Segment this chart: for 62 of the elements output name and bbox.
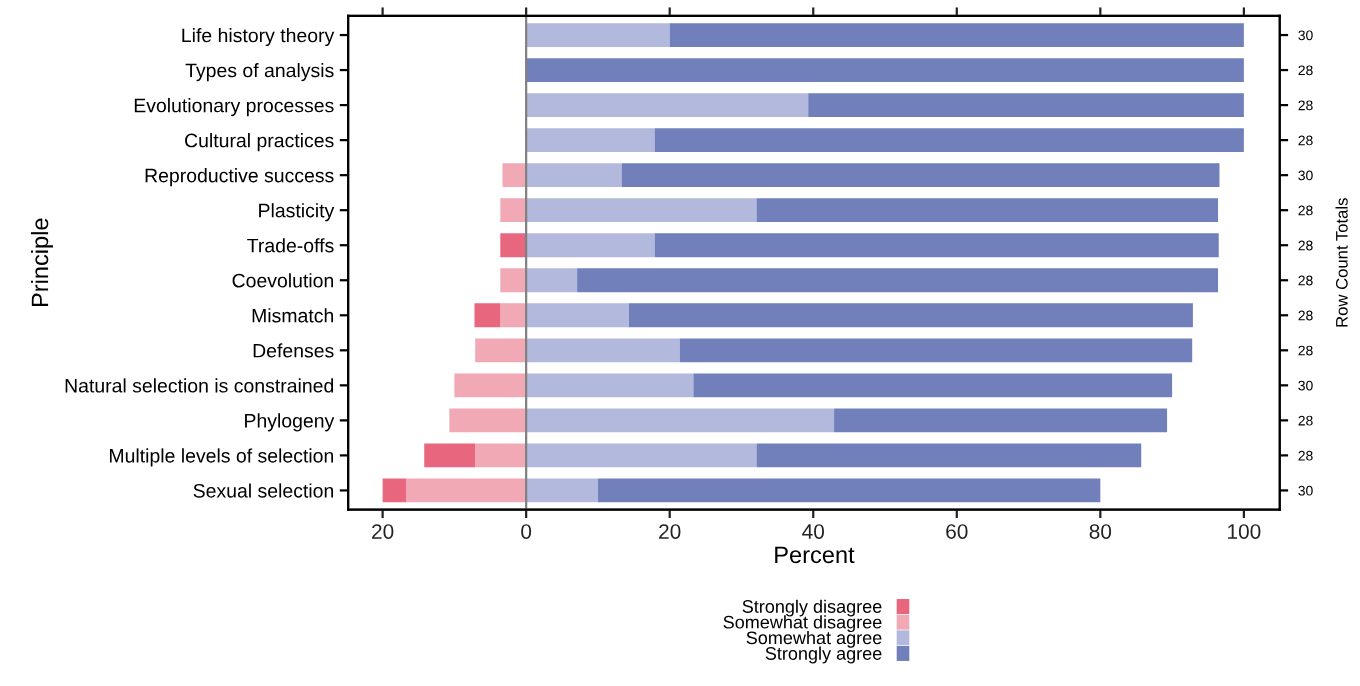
bar — [654, 233, 1219, 258]
y-tick-label: Cultural practices — [185, 133, 334, 152]
bar — [526, 233, 655, 258]
bar — [526, 128, 655, 153]
bar — [526, 163, 622, 188]
bar — [654, 128, 1244, 153]
y-tick-label: Life history theory — [182, 28, 335, 47]
y-tick-label: Defenses — [253, 343, 334, 358]
bar — [475, 338, 527, 363]
x-tick-label: 80 — [1089, 524, 1112, 539]
bar — [756, 198, 1219, 223]
y-tick-label: Reproductive success — [145, 168, 334, 187]
y-axis-title: Principle — [30, 218, 53, 307]
y-tick-label: Multiple levels of selection — [110, 448, 334, 467]
y-tick-label: Coevolution — [232, 273, 334, 288]
bar — [500, 198, 527, 223]
x-tick-label: 20 — [659, 524, 681, 539]
bar — [669, 23, 1244, 47]
bar — [500, 268, 527, 293]
x-tick-label: 20 — [372, 524, 394, 539]
bar — [756, 443, 1142, 468]
legend-label: Somewhat disagree — [723, 615, 882, 633]
y-tick-label: Plasticity — [259, 203, 335, 222]
bar — [449, 408, 527, 433]
x-tick-label: 40 — [802, 524, 825, 539]
bar — [526, 373, 694, 398]
bar — [621, 163, 1220, 188]
bar — [526, 58, 1244, 82]
bar — [526, 408, 835, 433]
x-tick-label: 0 — [521, 524, 532, 539]
y-tick-label: Types of analysis — [185, 63, 334, 82]
bar — [628, 303, 1193, 328]
bar — [577, 268, 1219, 293]
x-tick-label: 100 — [1228, 524, 1261, 539]
bar — [597, 478, 1101, 503]
bar — [526, 268, 578, 293]
bar — [679, 338, 1193, 363]
bar — [526, 443, 757, 468]
bar — [808, 93, 1244, 118]
bar — [526, 93, 809, 118]
bar — [526, 338, 680, 363]
y-tick-label: Natural selection is constrained — [65, 378, 334, 393]
bar — [834, 408, 1168, 433]
bar — [526, 478, 598, 503]
bar — [500, 233, 527, 258]
bar — [526, 303, 629, 328]
legend-label: Strongly disagree — [742, 599, 882, 617]
y-tick-label: Trade-offs — [247, 238, 334, 253]
bar — [454, 373, 527, 398]
y-tick-label: Mismatch — [252, 308, 334, 323]
y2-axis-title: Row Count Totals — [1335, 198, 1348, 327]
x-axis-title: Percent — [775, 546, 855, 564]
y-tick-label: Phylogeny — [245, 413, 335, 432]
bar — [693, 373, 1173, 398]
bar — [526, 23, 670, 47]
legend-label: Somewhat agree — [746, 630, 882, 648]
bar — [502, 163, 527, 188]
y-tick-label: Evolutionary processes — [134, 98, 334, 117]
bar — [526, 198, 757, 223]
legend-label: Strongly agree — [765, 646, 882, 664]
x-tick-label: 60 — [946, 524, 968, 539]
y-tick-label: Sexual selection — [193, 483, 334, 498]
